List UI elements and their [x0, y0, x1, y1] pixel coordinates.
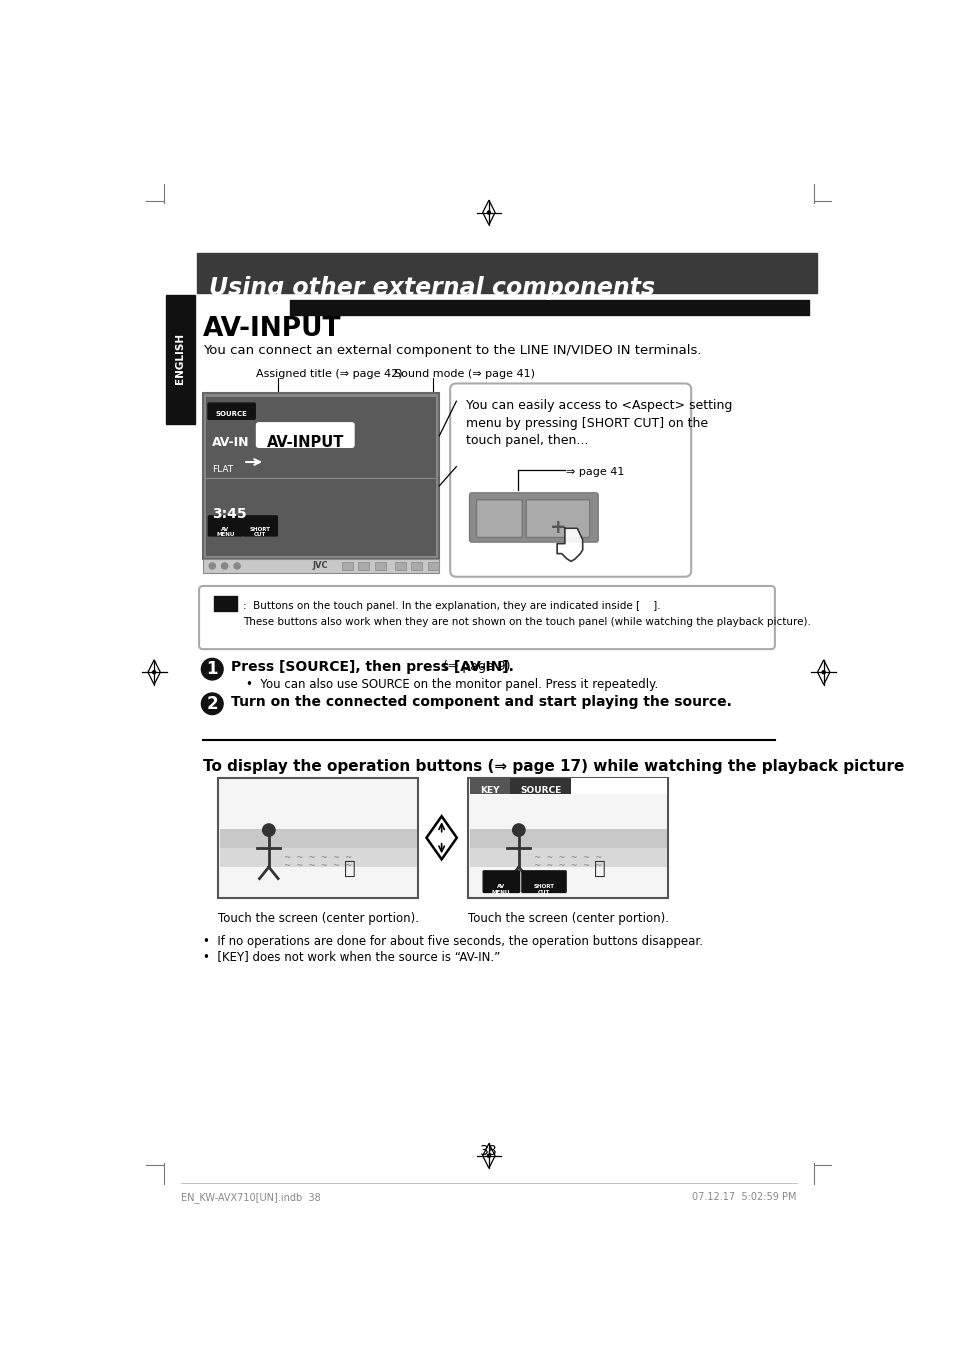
Polygon shape [557, 528, 582, 562]
Text: These buttons also work when they are not shown on the touch panel (while watchi: These buttons also work when they are no… [243, 617, 810, 627]
Text: SHORT
CUT: SHORT CUT [533, 884, 554, 895]
Text: Sound mode (⇒ page 41): Sound mode (⇒ page 41) [394, 368, 535, 379]
Circle shape [821, 670, 824, 674]
Text: ~  ~  ~  ~  ~  ~: ~ ~ ~ ~ ~ ~ [534, 861, 602, 869]
Text: 1: 1 [206, 661, 218, 678]
FancyBboxPatch shape [208, 403, 255, 420]
Bar [375, 562, 385, 570]
Text: 2: 2 [206, 695, 218, 712]
Bar [470, 848, 666, 867]
Circle shape [262, 825, 274, 837]
Text: SHORT
CUT: SHORT CUT [250, 527, 271, 538]
Circle shape [201, 658, 223, 680]
Text: EN_KW-AVX710[UN].indb  38: EN_KW-AVX710[UN].indb 38 [181, 1192, 320, 1202]
Text: JVC: JVC [313, 562, 328, 570]
Bar [427, 562, 438, 570]
Bar [206, 475, 436, 556]
Bar [220, 848, 416, 867]
Text: SOURCE: SOURCE [215, 412, 247, 417]
Text: ✋: ✋ [594, 860, 605, 879]
Bar [218, 779, 418, 898]
Text: ⇒ page 41: ⇒ page 41 [566, 467, 624, 477]
FancyBboxPatch shape [243, 516, 277, 536]
Text: ✋: ✋ [344, 860, 355, 879]
Text: ENGLISH: ENGLISH [175, 333, 185, 385]
Circle shape [221, 563, 228, 569]
Text: ~  ~  ~  ~  ~  ~: ~ ~ ~ ~ ~ ~ [284, 861, 353, 869]
Bar [470, 779, 666, 793]
Circle shape [201, 693, 223, 715]
FancyBboxPatch shape [482, 871, 519, 892]
Text: •  If no operations are done for about five seconds, the operation buttons disap: • If no operations are done for about fi… [203, 934, 702, 948]
FancyBboxPatch shape [257, 424, 353, 447]
Text: 07.12.17  5:02:59 PM: 07.12.17 5:02:59 PM [691, 1192, 796, 1202]
Text: AV-INPUT: AV-INPUT [266, 435, 344, 450]
Circle shape [512, 825, 524, 837]
Circle shape [152, 670, 156, 674]
Text: +: + [549, 519, 565, 538]
Text: FLAT: FLAT [212, 464, 233, 474]
Text: Assigned title (⇒ page 42): Assigned title (⇒ page 42) [255, 368, 402, 379]
FancyBboxPatch shape [521, 871, 565, 892]
Text: touch panel, then...: touch panel, then... [465, 435, 587, 447]
Bar [206, 397, 436, 478]
Text: Touch the screen (center portion).: Touch the screen (center portion). [468, 911, 668, 925]
FancyBboxPatch shape [450, 383, 691, 577]
Bar [357, 562, 369, 570]
Text: •  [KEY] does not work when the source is “AV-IN.”: • [KEY] does not work when the source is… [203, 951, 499, 963]
Text: (⇒ page 9): (⇒ page 9) [438, 659, 510, 673]
Bar [203, 559, 439, 573]
Text: AV
MENU: AV MENU [492, 884, 510, 895]
FancyBboxPatch shape [208, 516, 242, 536]
Bar [220, 829, 416, 848]
Bar [203, 394, 439, 559]
Text: :  Buttons on the touch panel. In the explanation, they are indicated inside [  : : Buttons on the touch panel. In the exp… [243, 601, 660, 611]
Text: Turn on the connected component and start playing the source.: Turn on the connected component and star… [231, 695, 731, 708]
Bar [410, 562, 421, 570]
Text: KEY: KEY [480, 787, 499, 795]
Bar [213, 596, 236, 612]
Text: 38: 38 [479, 1144, 497, 1158]
FancyBboxPatch shape [199, 586, 774, 649]
Text: Using other external components: Using other external components [209, 276, 655, 301]
Text: Press [SOURCE], then press [AV-IN].: Press [SOURCE], then press [AV-IN]. [231, 659, 513, 674]
Bar [470, 779, 510, 793]
Bar [166, 295, 195, 424]
Text: You can connect an external component to the LINE IN/VIDEO IN terminals.: You can connect an external component to… [203, 344, 700, 357]
Bar [395, 562, 406, 570]
Bar [510, 779, 570, 793]
Text: AV
MENU: AV MENU [216, 527, 234, 538]
Text: 3:45: 3:45 [212, 508, 247, 521]
Bar [470, 829, 666, 848]
Text: You can easily access to <Aspect> setting: You can easily access to <Aspect> settin… [465, 399, 731, 412]
Circle shape [487, 1154, 490, 1158]
Bar [468, 779, 668, 898]
FancyBboxPatch shape [476, 500, 521, 538]
Bar [342, 562, 353, 570]
Bar [290, 299, 808, 315]
Text: menu by pressing [SHORT CUT] on the: menu by pressing [SHORT CUT] on the [465, 417, 707, 429]
Text: AV-IN: AV-IN [212, 436, 250, 448]
Text: Touch the screen (center portion).: Touch the screen (center portion). [217, 911, 418, 925]
Text: ~  ~  ~  ~  ~  ~: ~ ~ ~ ~ ~ ~ [284, 853, 353, 862]
Circle shape [487, 211, 490, 214]
Text: To display the operation buttons (⇒ page 17) while watching the playback picture: To display the operation buttons (⇒ page… [203, 760, 903, 774]
Circle shape [233, 563, 240, 569]
Circle shape [209, 563, 215, 569]
Text: AV-INPUT: AV-INPUT [203, 317, 341, 343]
Bar [196, 253, 816, 294]
FancyBboxPatch shape [469, 493, 598, 542]
FancyBboxPatch shape [525, 500, 589, 538]
Text: SOURCE: SOURCE [519, 787, 560, 795]
Text: •  You can also use SOURCE on the monitor panel. Press it repeatedly.: • You can also use SOURCE on the monitor… [246, 678, 658, 692]
Text: ~  ~  ~  ~  ~  ~: ~ ~ ~ ~ ~ ~ [534, 853, 602, 862]
